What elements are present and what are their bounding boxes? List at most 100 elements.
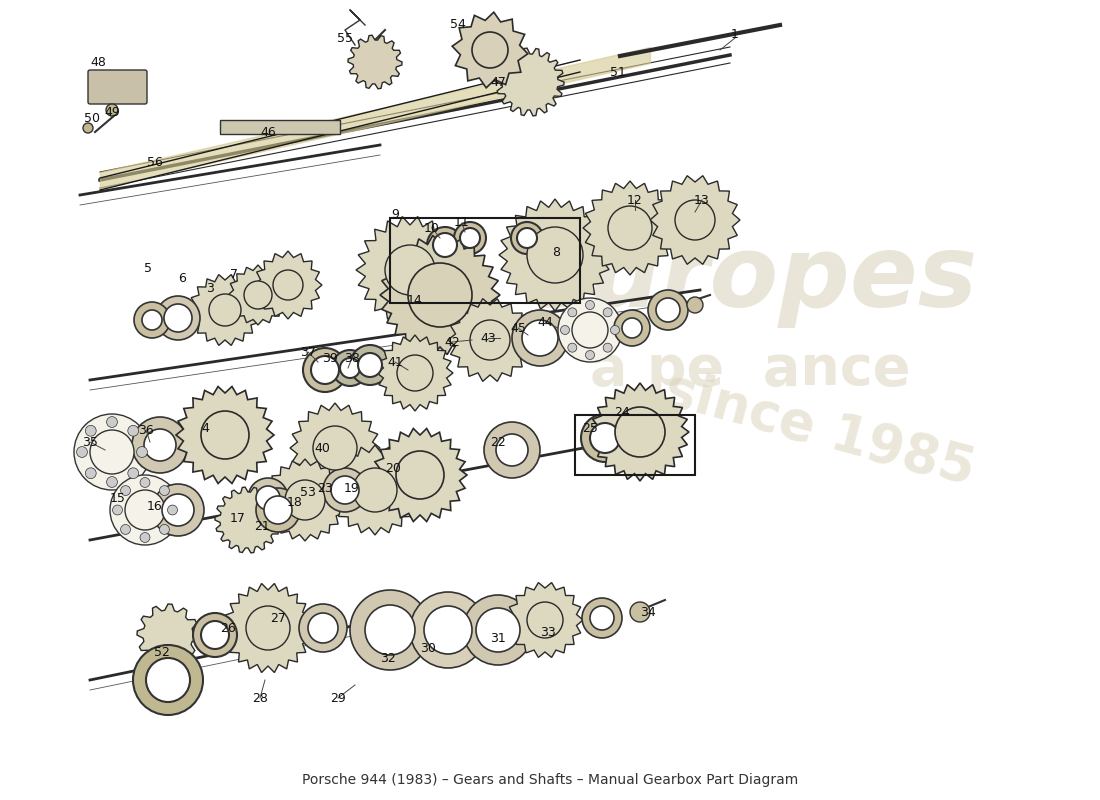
- Text: 22: 22: [491, 437, 506, 450]
- Text: 15: 15: [110, 491, 125, 505]
- Text: 33: 33: [540, 626, 556, 639]
- Polygon shape: [223, 583, 314, 673]
- Circle shape: [164, 304, 192, 332]
- Text: 12: 12: [627, 194, 642, 206]
- Circle shape: [365, 605, 415, 655]
- Circle shape: [134, 302, 170, 338]
- Circle shape: [614, 310, 650, 346]
- Text: 13: 13: [694, 194, 710, 206]
- Polygon shape: [496, 48, 564, 116]
- Circle shape: [496, 434, 528, 466]
- Text: 25: 25: [582, 422, 598, 434]
- Circle shape: [410, 592, 486, 668]
- Polygon shape: [228, 265, 288, 325]
- Circle shape: [476, 608, 520, 652]
- Text: 14: 14: [407, 294, 422, 306]
- Circle shape: [585, 301, 594, 310]
- Circle shape: [323, 468, 367, 512]
- Circle shape: [688, 297, 703, 313]
- Circle shape: [608, 206, 652, 250]
- Text: 37: 37: [300, 346, 316, 358]
- Text: europes: europes: [521, 231, 978, 329]
- Polygon shape: [583, 181, 676, 275]
- Text: 43: 43: [480, 331, 496, 345]
- Text: 31: 31: [491, 631, 506, 645]
- Circle shape: [299, 604, 346, 652]
- Circle shape: [201, 621, 229, 649]
- Text: 54: 54: [450, 18, 466, 31]
- Circle shape: [572, 312, 608, 348]
- Text: 18: 18: [287, 497, 303, 510]
- Text: 5: 5: [144, 262, 152, 274]
- Circle shape: [522, 320, 558, 356]
- Circle shape: [146, 658, 190, 702]
- Circle shape: [112, 505, 122, 515]
- Circle shape: [561, 326, 570, 334]
- Polygon shape: [254, 251, 322, 319]
- Text: 32: 32: [381, 651, 396, 665]
- Circle shape: [621, 318, 642, 338]
- Text: 11: 11: [454, 217, 470, 230]
- Circle shape: [142, 310, 162, 330]
- Circle shape: [125, 490, 165, 530]
- Text: 4: 4: [201, 422, 209, 434]
- Circle shape: [86, 468, 96, 478]
- Text: 26: 26: [220, 622, 235, 634]
- Text: 40: 40: [315, 442, 330, 454]
- Text: 52: 52: [154, 646, 169, 658]
- Text: 6: 6: [178, 271, 186, 285]
- Circle shape: [527, 602, 563, 638]
- Circle shape: [264, 496, 292, 524]
- Polygon shape: [650, 176, 740, 264]
- Text: 27: 27: [271, 611, 286, 625]
- Circle shape: [484, 422, 540, 478]
- Circle shape: [162, 494, 194, 526]
- Circle shape: [590, 423, 620, 453]
- Circle shape: [585, 350, 594, 359]
- Circle shape: [353, 468, 397, 512]
- Circle shape: [90, 430, 134, 474]
- Circle shape: [82, 123, 94, 133]
- Polygon shape: [189, 274, 261, 346]
- Text: 44: 44: [537, 315, 553, 329]
- Circle shape: [675, 200, 715, 240]
- Circle shape: [110, 475, 180, 545]
- Circle shape: [107, 477, 118, 487]
- Text: 23: 23: [317, 482, 333, 494]
- Polygon shape: [214, 487, 280, 553]
- Text: a pe  ance: a pe ance: [590, 343, 910, 397]
- Circle shape: [160, 525, 169, 534]
- Circle shape: [610, 326, 619, 334]
- Circle shape: [248, 478, 288, 518]
- Text: 30: 30: [420, 642, 436, 654]
- Circle shape: [630, 602, 650, 622]
- Text: 17: 17: [230, 511, 246, 525]
- Circle shape: [603, 343, 613, 352]
- Polygon shape: [448, 298, 532, 382]
- Text: Porsche 944 (1983) – Gears and Shafts – Manual Gearbox Part Diagram: Porsche 944 (1983) – Gears and Shafts – …: [301, 773, 799, 787]
- Circle shape: [472, 32, 508, 68]
- Text: 19: 19: [344, 482, 360, 494]
- FancyBboxPatch shape: [88, 70, 147, 104]
- Circle shape: [581, 414, 629, 462]
- Circle shape: [463, 595, 534, 665]
- Circle shape: [385, 245, 435, 295]
- Text: 24: 24: [614, 406, 630, 418]
- Text: 34: 34: [640, 606, 656, 618]
- Circle shape: [512, 222, 543, 254]
- Text: 41: 41: [387, 355, 403, 369]
- Text: 3: 3: [206, 282, 213, 294]
- Circle shape: [121, 525, 131, 534]
- Circle shape: [201, 411, 249, 459]
- Circle shape: [656, 298, 680, 322]
- Circle shape: [140, 533, 150, 542]
- Circle shape: [350, 590, 430, 670]
- Text: 29: 29: [330, 691, 345, 705]
- Circle shape: [107, 417, 118, 427]
- Circle shape: [314, 426, 358, 470]
- Text: 21: 21: [254, 521, 270, 534]
- Circle shape: [568, 343, 576, 352]
- Polygon shape: [356, 217, 464, 323]
- Circle shape: [454, 222, 486, 254]
- Circle shape: [603, 308, 613, 317]
